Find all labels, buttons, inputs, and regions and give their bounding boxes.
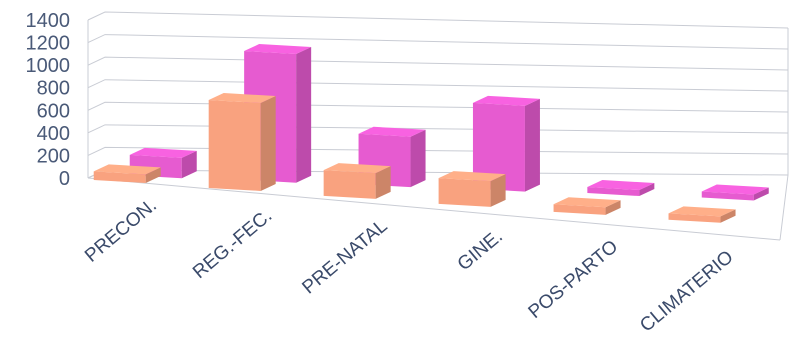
- y-tick-label: 1200: [26, 33, 71, 55]
- gridline: [87, 11, 789, 29]
- bar-s2-0-top: [129, 147, 197, 158]
- bar-s2-3-front: [472, 102, 525, 192]
- bar-s1-4-front: [553, 204, 606, 215]
- category-label: PRECON.: [81, 195, 161, 267]
- gridline: [87, 79, 789, 92]
- gridline: [87, 146, 789, 156]
- bar-s2-5-side: [753, 187, 769, 201]
- y-tick-label: 400: [37, 123, 70, 145]
- bar-s1-5: [668, 206, 736, 223]
- bar-s2-4-top: [587, 180, 655, 191]
- gridline: [87, 56, 789, 71]
- bar-s1-3-side: [490, 174, 506, 207]
- gridline: [87, 101, 789, 113]
- category-label: GINE.: [454, 226, 507, 275]
- bar-s2-3-side: [524, 98, 540, 192]
- category-label: POS-PARTO: [525, 236, 623, 323]
- bar-s2-5-top: [701, 184, 769, 195]
- bar-s2-5: [701, 184, 769, 201]
- y-tick-label: 1400: [26, 10, 71, 32]
- bar-s2-2-side: [410, 129, 426, 188]
- bar-s2-4-side: [639, 183, 655, 197]
- bar-s2-3: [472, 95, 540, 192]
- bar-s2-1-top: [244, 44, 312, 55]
- category-label: PRE-NATAL: [299, 216, 392, 299]
- bar-s1-2-top: [323, 163, 391, 174]
- gridline: [87, 124, 789, 134]
- bar-s1-4-top: [553, 197, 621, 208]
- bar-s1-1: [208, 93, 276, 191]
- bar-s2-0-side: [181, 150, 197, 179]
- bar-s1-1-front: [208, 100, 261, 191]
- bar-s1-1-side: [260, 96, 276, 191]
- y-tick-label: 800: [37, 78, 70, 100]
- bar-s1-0-front: [93, 171, 146, 183]
- bar-s1-5-front: [668, 213, 721, 223]
- bar-s1-4: [553, 197, 621, 215]
- y-tick-label: 1000: [26, 55, 71, 77]
- bar-s1-1-top: [208, 93, 276, 104]
- bar-s1-2-side: [375, 166, 391, 199]
- bar-s1-3-top: [438, 171, 506, 182]
- bar-s2-2-top: [358, 126, 426, 137]
- bar-s2-1-side: [296, 47, 312, 183]
- category-label: REG.-FEC.: [189, 205, 276, 283]
- bar-s2-4: [587, 180, 655, 197]
- bar-s1-3: [438, 171, 506, 207]
- gridline: [87, 34, 789, 50]
- bar-s1-5-side: [720, 209, 736, 223]
- bar-s1-4-side: [605, 200, 621, 215]
- gridlines: [87, 11, 789, 241]
- y-tick-label: 200: [37, 145, 70, 167]
- y-tick-label: 600: [37, 100, 70, 122]
- bar-s1-0-top: [93, 164, 161, 175]
- bar-s1-5-top: [668, 206, 736, 217]
- bar-s2-3-top: [472, 95, 540, 106]
- bar-s1-2: [323, 163, 391, 199]
- category-labels: PRECON. REG.-FEC. PRE-NATAL GINE. POS-PARTO C…: [81, 195, 737, 336]
- bar-s1-2-front: [323, 170, 376, 199]
- bar-s1-3-front: [438, 178, 491, 207]
- category-label: CLIMATERIO: [636, 247, 737, 337]
- bar-s1-0: [93, 164, 161, 183]
- floor-front-edge: [87, 177, 781, 241]
- wall-edge: [779, 28, 789, 241]
- y-tick-label: 0: [59, 168, 70, 190]
- bars: [93, 44, 769, 223]
- bar-s1-0-side: [145, 167, 161, 183]
